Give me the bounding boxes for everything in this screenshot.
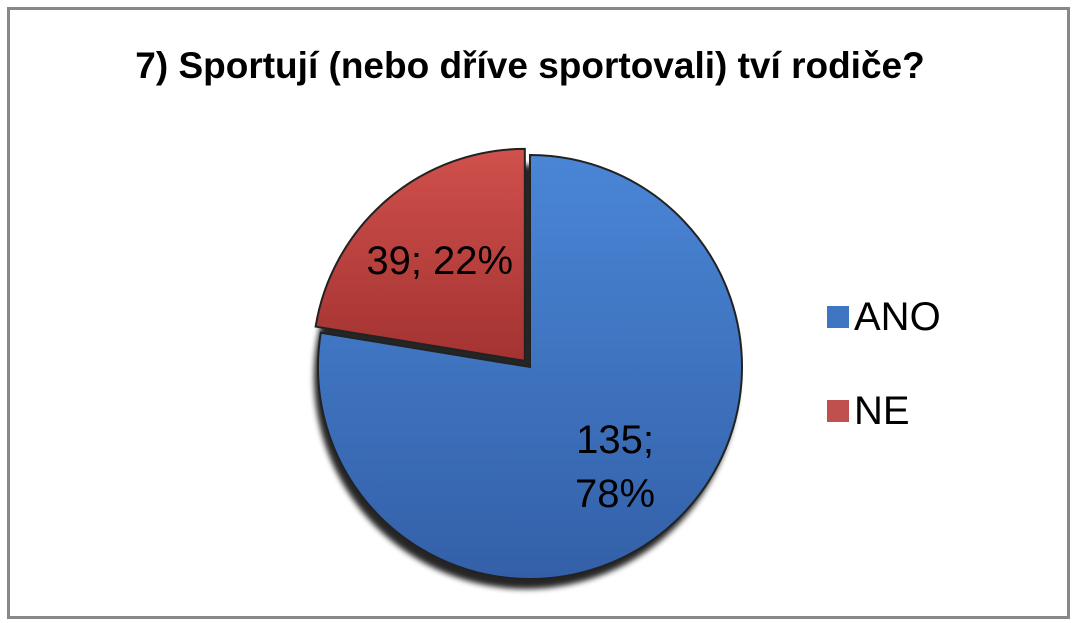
chart-title: 7) Sportují (nebo dříve sportovali) tví …: [135, 45, 925, 86]
legend-label: NE: [854, 389, 910, 433]
pie-slice: [314, 147, 526, 363]
data-label: 135; 78%: [575, 418, 656, 517]
pie-slice: [317, 153, 743, 580]
legend-label: ANO: [854, 295, 941, 339]
legend-swatch: [827, 400, 849, 422]
legend-swatch: [827, 306, 849, 328]
data-label: 39; 22%: [366, 238, 514, 283]
